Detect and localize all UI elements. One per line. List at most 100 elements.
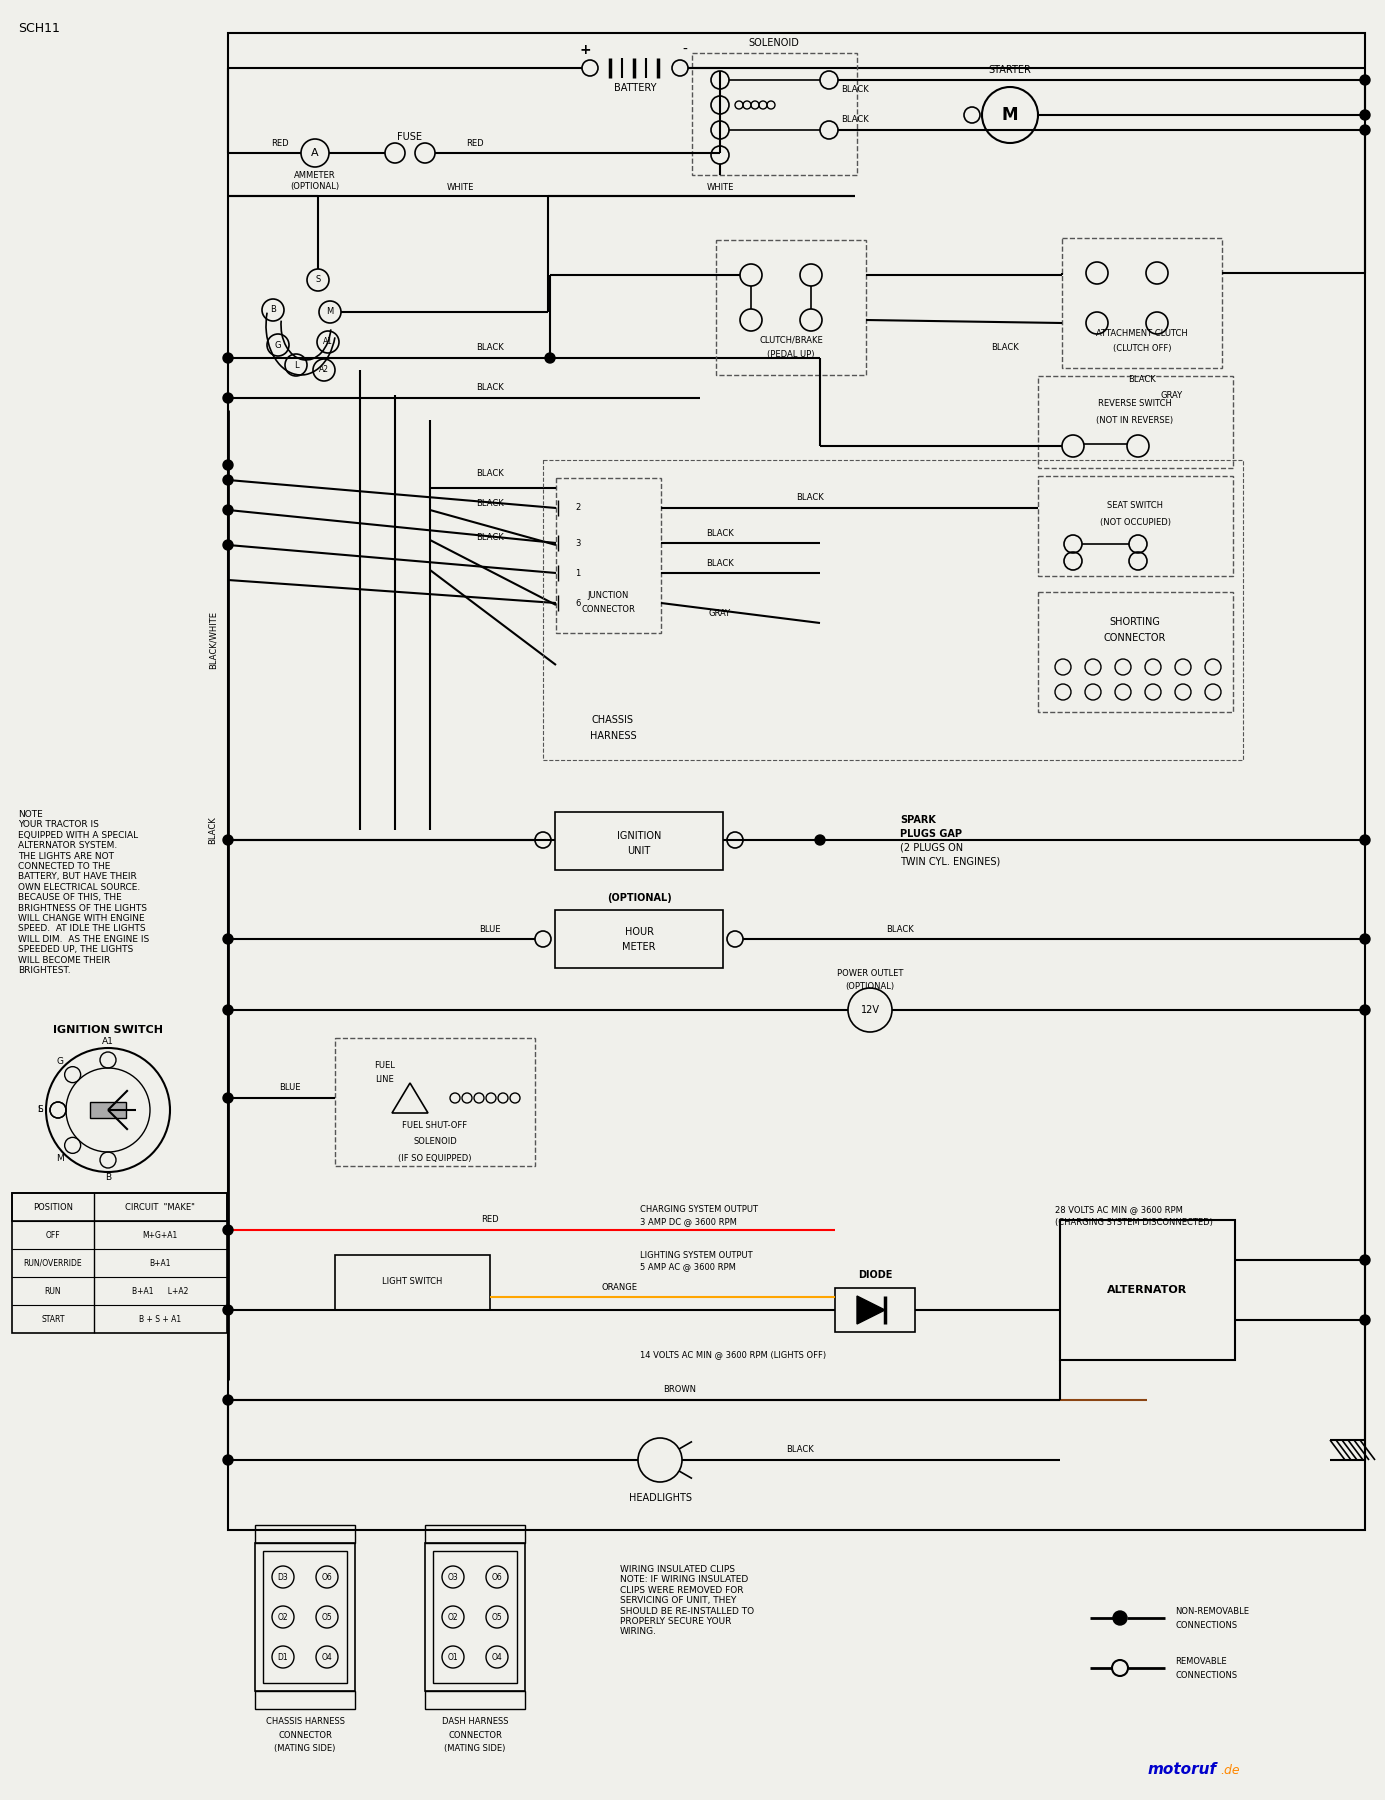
Text: FUEL SHUT-OFF: FUEL SHUT-OFF — [403, 1121, 468, 1130]
Text: WHITE: WHITE — [706, 182, 734, 191]
Circle shape — [814, 835, 825, 844]
Text: O5: O5 — [492, 1613, 503, 1622]
Text: SEAT SWITCH: SEAT SWITCH — [1107, 502, 1163, 511]
Circle shape — [223, 506, 233, 515]
Text: (NOT IN REVERSE): (NOT IN REVERSE) — [1097, 416, 1173, 425]
Text: A1: A1 — [323, 338, 332, 346]
Text: (OPTIONAL): (OPTIONAL) — [845, 983, 895, 992]
Circle shape — [1360, 1316, 1370, 1325]
Text: BLACK: BLACK — [476, 344, 504, 353]
Text: STARTER: STARTER — [989, 65, 1032, 76]
Circle shape — [223, 540, 233, 551]
Bar — [425, 1525, 525, 1543]
Text: NON-REMOVABLE: NON-REMOVABLE — [1174, 1607, 1249, 1616]
Text: BLACK: BLACK — [886, 925, 914, 934]
Text: WIRING INSULATED CLIPS
NOTE: IF WIRING INSULATED
CLIPS WERE REMOVED FOR
SERVICIN: WIRING INSULATED CLIPS NOTE: IF WIRING I… — [620, 1564, 753, 1636]
Text: A: A — [312, 148, 319, 158]
Text: D3: D3 — [277, 1573, 288, 1582]
Text: ATTACHMENT CLUTCH: ATTACHMENT CLUTCH — [1096, 328, 1188, 338]
Bar — [425, 1543, 525, 1690]
Text: BLACK: BLACK — [476, 499, 504, 508]
Text: UNIT: UNIT — [627, 846, 651, 857]
Circle shape — [1360, 934, 1370, 943]
Bar — [555, 479, 661, 634]
Text: (NOT OCCUPIED): (NOT OCCUPIED) — [1100, 518, 1170, 526]
Text: O6: O6 — [492, 1573, 503, 1582]
Circle shape — [223, 353, 233, 364]
Circle shape — [223, 934, 233, 943]
Text: LIGHT SWITCH: LIGHT SWITCH — [382, 1278, 442, 1287]
Text: (2 PLUGS ON: (2 PLUGS ON — [900, 842, 963, 853]
Text: O4: O4 — [492, 1652, 503, 1661]
Bar — [335, 1039, 535, 1166]
Bar — [555, 911, 723, 968]
Text: BATTERY: BATTERY — [614, 83, 656, 94]
Text: 3 AMP DC @ 3600 RPM: 3 AMP DC @ 3600 RPM — [640, 1217, 737, 1226]
Text: B + S + A1: B + S + A1 — [138, 1314, 181, 1323]
Polygon shape — [857, 1296, 885, 1325]
Text: GRAY: GRAY — [709, 608, 731, 617]
Text: REVERSE SWITCH: REVERSE SWITCH — [1098, 400, 1172, 409]
Text: (CLUTCH OFF): (CLUTCH OFF) — [1112, 344, 1172, 353]
Text: (CHARGING SYSTEM DISCONNECTED): (CHARGING SYSTEM DISCONNECTED) — [1055, 1217, 1213, 1226]
Text: BLACK: BLACK — [841, 85, 868, 94]
Text: BLACK: BLACK — [476, 533, 504, 542]
Text: SPARK: SPARK — [900, 815, 936, 824]
Circle shape — [223, 835, 233, 844]
Text: motoruf: motoruf — [1148, 1762, 1217, 1778]
Text: CIRCUIT  "MAKE": CIRCUIT "MAKE" — [125, 1202, 195, 1211]
Circle shape — [223, 1004, 233, 1015]
Text: FUSE: FUSE — [397, 131, 422, 142]
Bar — [12, 1193, 227, 1334]
Text: 1: 1 — [575, 569, 580, 578]
Text: PLUGS GAP: PLUGS GAP — [900, 830, 963, 839]
Text: HARNESS: HARNESS — [590, 731, 636, 742]
Text: LIGHTING SYSTEM OUTPUT: LIGHTING SYSTEM OUTPUT — [640, 1251, 752, 1260]
Text: (OPTIONAL): (OPTIONAL) — [608, 893, 672, 904]
Bar — [1060, 1220, 1235, 1361]
Text: OFF: OFF — [46, 1231, 61, 1240]
Circle shape — [223, 1395, 233, 1406]
Text: BLACK: BLACK — [476, 383, 504, 392]
Bar — [229, 32, 1366, 1530]
Text: TWIN CYL. ENGINES): TWIN CYL. ENGINES) — [900, 857, 1000, 868]
Text: B: B — [270, 306, 276, 315]
Text: ALTERNATOR: ALTERNATOR — [1107, 1285, 1187, 1294]
Text: SOLENOID: SOLENOID — [748, 38, 799, 49]
Text: RUN/OVERRIDE: RUN/OVERRIDE — [24, 1258, 82, 1267]
Text: DASH HARNESS: DASH HARNESS — [442, 1717, 508, 1726]
Text: SCH11: SCH11 — [18, 22, 60, 34]
Bar — [255, 1690, 355, 1708]
Text: S: S — [316, 275, 320, 284]
Text: BLACK: BLACK — [209, 815, 217, 844]
Text: M: M — [1001, 106, 1018, 124]
Text: (PEDAL UP): (PEDAL UP) — [767, 351, 814, 360]
Text: -: - — [683, 43, 687, 58]
Text: (MATING SIDE): (MATING SIDE) — [274, 1744, 335, 1753]
Bar — [1037, 592, 1233, 713]
Circle shape — [1360, 1004, 1370, 1015]
Circle shape — [1360, 1255, 1370, 1265]
Text: O2: O2 — [277, 1613, 288, 1622]
Text: G: G — [57, 1057, 64, 1066]
Text: L: L — [37, 1105, 43, 1114]
Text: M+G+A1: M+G+A1 — [143, 1231, 177, 1240]
Text: 28 VOLTS AC MIN @ 3600 RPM: 28 VOLTS AC MIN @ 3600 RPM — [1055, 1206, 1183, 1215]
Bar — [255, 1543, 355, 1690]
Text: CLUTCH/BRAKE: CLUTCH/BRAKE — [759, 335, 823, 344]
Bar — [1062, 238, 1222, 367]
Circle shape — [223, 1226, 233, 1235]
Bar — [543, 461, 1242, 760]
Text: B: B — [105, 1174, 111, 1183]
Text: G: G — [274, 340, 281, 349]
Text: .de: .de — [1220, 1764, 1240, 1777]
Bar — [90, 1102, 126, 1118]
Text: 6: 6 — [575, 598, 580, 608]
Circle shape — [223, 1305, 233, 1316]
Circle shape — [546, 353, 555, 364]
Text: O2: O2 — [447, 1613, 458, 1622]
Text: S: S — [37, 1105, 43, 1114]
Circle shape — [1360, 76, 1370, 85]
Text: DIODE: DIODE — [857, 1271, 892, 1280]
Text: 5 AMP AC @ 3600 RPM: 5 AMP AC @ 3600 RPM — [640, 1262, 735, 1271]
